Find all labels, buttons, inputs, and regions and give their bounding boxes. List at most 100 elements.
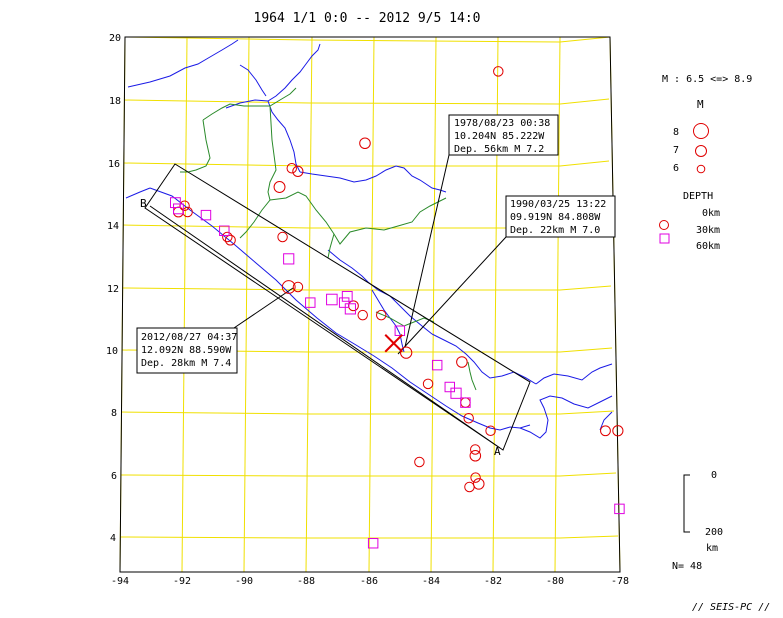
depth-scale-bottom: 200 [705,527,723,538]
event-marker-square [305,297,316,308]
footer-credit: // SEIS-PC // [692,602,770,613]
y-tick-label: 4 [110,533,116,544]
event-marker-square [444,381,455,393]
event-marker-circle [464,481,475,493]
y-tick-label: 20 [109,33,121,44]
event-marker-circle [493,66,504,77]
callout-line: Dep. 28km M 7.4 [141,358,231,369]
legend-depth-title: DEPTH [683,191,713,202]
event-marker-square [338,297,350,308]
event-marker-circle [286,163,297,174]
country-borders [180,87,477,391]
event-marker-circle [273,181,286,193]
event-marker-circle [469,449,482,462]
event-marker-square [326,293,338,306]
x-tick-label: -84 [422,576,440,587]
callout-line: Dep. 22km M 7.0 [510,225,600,236]
callout-line: 2012/08/27 04:37 [141,332,237,343]
callout-line: 09.919N 84.808W [510,212,601,223]
event-marker-square [450,387,462,399]
event-marker-circle [600,425,611,437]
event-marker-circle [463,413,474,424]
depth-scale-unit: km [706,543,718,554]
legend-mag-label: 7 [673,145,679,156]
event-marker-circle [222,231,233,243]
y-axis-labels: 20 18 16 14 12 10 8 6 4 [106,33,121,544]
x-tick-label: -78 [611,576,629,587]
legend-depth-label: 60km [696,241,720,252]
y-tick-label: 8 [111,408,117,419]
event-marker-circle [612,425,624,437]
y-tick-label: 18 [109,96,121,107]
event-marker-square [283,253,295,265]
event-marker-square [394,325,406,336]
event-marker-square [431,359,443,371]
event-marker-square [460,397,471,408]
y-tick-label: 6 [111,471,117,482]
map-frame [119,36,621,573]
event-marker-square [173,203,184,215]
y-tick-label: 16 [108,159,120,170]
x-tick-label: -88 [297,576,315,587]
event-marker-circle [470,472,481,483]
event-marker-circle [470,444,481,455]
legend: M : 6.5 <=> 8.9 M 8 7 6 DEPTH 0km 30km 6… [659,74,752,252]
event-marker-circle [357,309,368,321]
event-marker-square [367,538,379,549]
event-marker-circle [281,280,296,294]
depth-scale-top: 0 [711,470,717,481]
callout-line: 12.092N 88.590W [141,345,232,356]
event-marker-circle [348,300,359,312]
event-marker-circle [359,137,371,150]
event-marker-circle [172,206,184,218]
legend-depth-intermediate-marker [659,233,670,244]
profile-label-a: A [494,445,501,458]
callout-1990: 1990/03/25 13:22 09.919N 84.808W Dep. 22… [505,195,616,238]
legend-mag-circle-small [696,164,706,174]
event-marker-circle [472,478,485,490]
profile-label-b: B [140,197,147,210]
legend-mag-label: 6 [673,163,679,174]
x-tick-label: -82 [484,576,502,587]
legend-mag-label: 8 [673,127,679,138]
x-tick-label: -80 [546,576,564,587]
event-marker-square [341,290,353,302]
x-axis-labels: -94 -92 -90 -88 -86 -84 -82 -80 -78 [111,576,629,587]
event-marker-square [614,503,625,515]
main-shock-marker [384,334,403,353]
x-tick-label: -86 [360,576,378,587]
depth-scale: 0 200 km [683,470,723,554]
callout-2012: 2012/08/27 04:37 12.092N 88.590W Dep. 28… [136,327,238,374]
coastline [125,39,613,439]
legend-magnitude-range: M : 6.5 <=> 8.9 [662,74,752,85]
legend-magnitude-title: M [697,98,704,111]
callout-line: 1990/03/25 13:22 [510,199,606,210]
callout-1978: 1978/08/23 00:38 10.204N 85.222W Dep. 56… [448,114,559,156]
legend-mag-circle-large [693,123,709,139]
y-tick-label: 12 [107,284,119,295]
event-marker-circle [292,281,304,293]
x-tick-label: -92 [173,576,191,587]
callout-line: Dep. 56km M 7.2 [454,144,544,155]
event-marker-circle [456,356,468,368]
callout-line: 1978/08/23 00:38 [454,118,550,129]
x-tick-label: -90 [235,576,253,587]
event-count: N= 48 [672,561,702,572]
event-marker-circle [400,346,413,359]
legend-mag-circle-medium [695,145,707,157]
event-marker-circle [292,165,304,177]
event-marker-circle [224,234,236,246]
event-marker-square [169,197,181,209]
legend-depth-label: 30km [696,225,720,236]
legend-depth-label: 0km [702,208,720,219]
legend-depth-shallow-marker [659,220,669,230]
event-marker-circle [460,397,471,408]
profile-box [144,163,531,451]
event-marker-circle [277,231,288,243]
event-marker-circle [485,425,496,436]
event-marker-square [200,209,212,221]
callout-leaders [230,154,507,355]
y-tick-label: 14 [107,221,119,232]
x-tick-label: -94 [111,576,129,587]
